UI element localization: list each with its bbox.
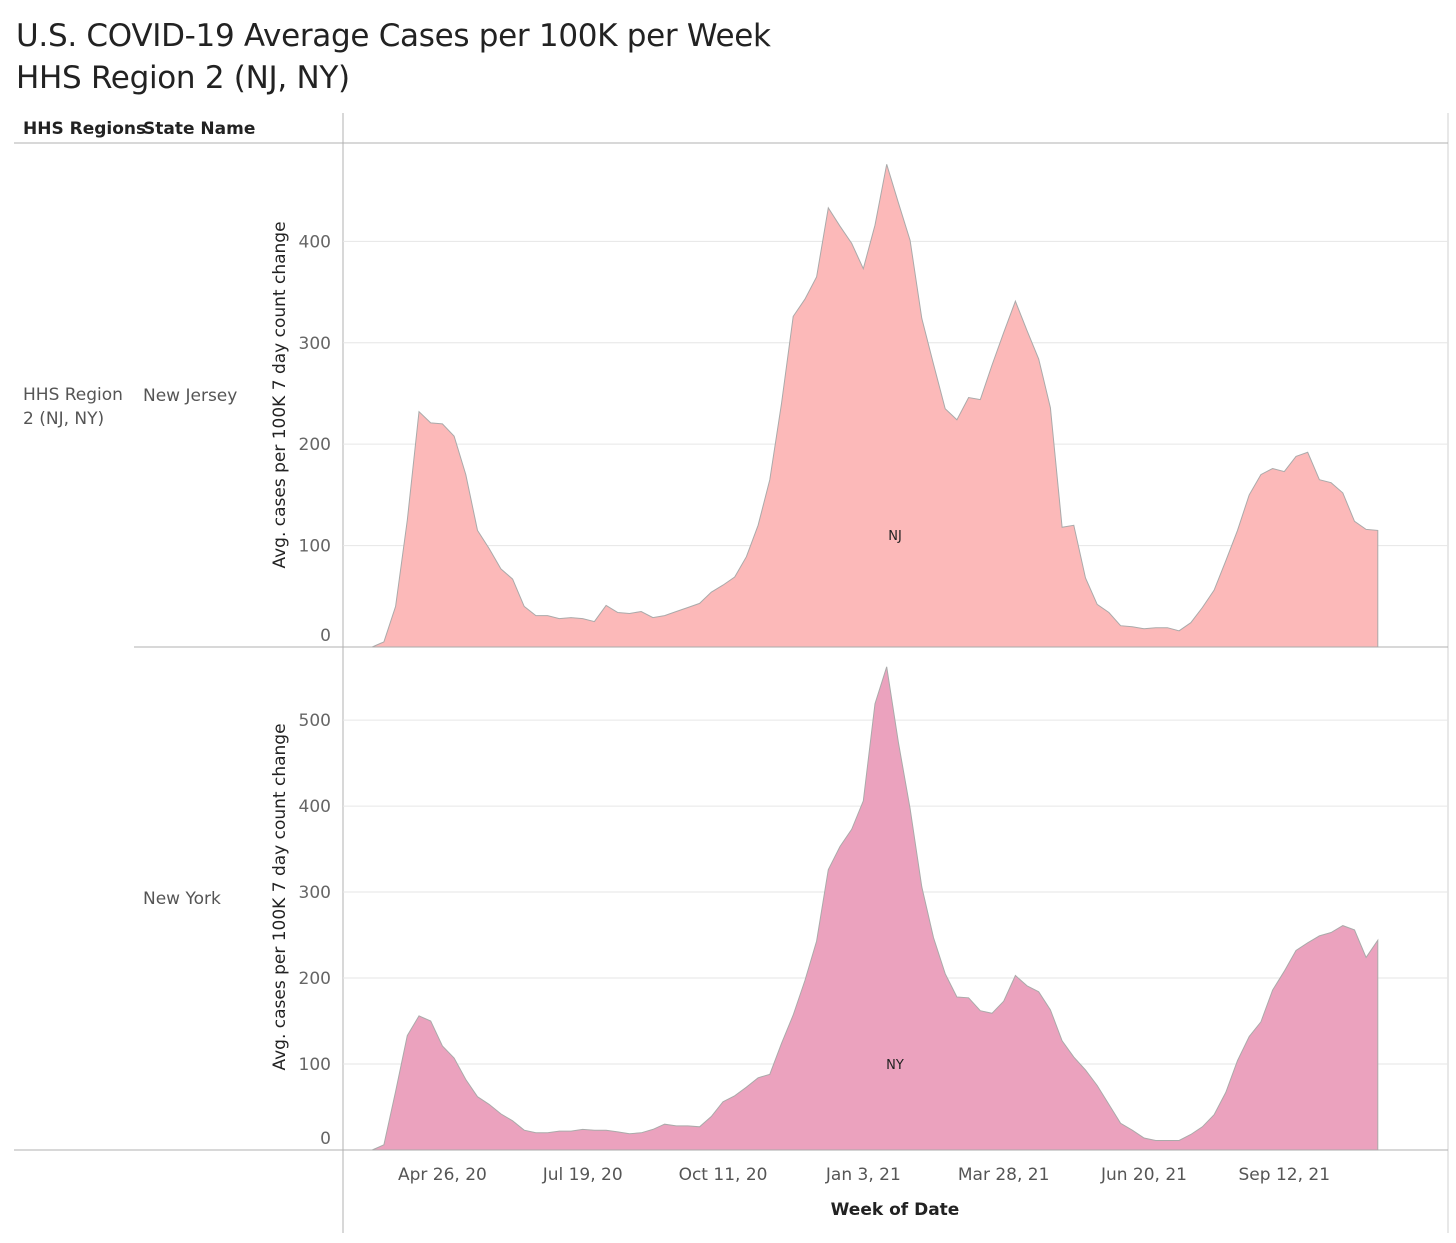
area-ny	[371, 666, 1379, 1151]
y-axis-label-nj: Avg. cases per 100K 7 day count change	[270, 221, 290, 568]
y-tick-label: 400	[299, 232, 331, 252]
x-tick-label: Jul 19, 20	[542, 1165, 623, 1185]
y-axis-label-ny: Avg. cases per 100K 7 day count change	[270, 723, 290, 1070]
x-axis: Apr 26, 20 Jul 19, 20 Oct 11, 20 Jan 3, 21 M…	[398, 1165, 1330, 1185]
x-tick-label: Apr 26, 20	[398, 1165, 487, 1185]
x-tick-label: Oct 11, 20	[679, 1165, 768, 1185]
region-label: HHS Region 2 (NJ, NY)	[23, 385, 123, 429]
y-tick-label: 500	[299, 711, 331, 731]
mark-label-ny: NY	[886, 1058, 904, 1073]
chart-title-line-2: HHS Region 2 (NJ, NY)	[16, 60, 350, 96]
panel-new-jersey: 0 100 200 300 400 NJ	[299, 164, 1448, 648]
area-nj	[372, 164, 1379, 648]
x-axis-title: Week of Date	[831, 1200, 960, 1220]
y-tick-label: 0	[320, 626, 331, 646]
x-tick-label: Sep 12, 21	[1239, 1165, 1331, 1185]
panel-new-york: 0 100 200 300 400 500 NY	[299, 666, 1448, 1151]
y-tick-label: 100	[299, 537, 331, 557]
state-label-new-york: New York	[143, 889, 221, 909]
y-tick-label: 200	[299, 969, 331, 989]
x-tick-label: Jun 20, 21	[1100, 1165, 1187, 1185]
x-tick-label: Jan 3, 21	[825, 1165, 901, 1185]
mark-label-nj: NJ	[888, 529, 902, 544]
y-tick-label: 400	[299, 797, 331, 817]
y-tick-label: 100	[299, 1055, 331, 1075]
x-tick-label: Mar 28, 21	[958, 1165, 1050, 1185]
header-state-name[interactable]: State Name	[143, 119, 256, 139]
state-label-new-jersey: New Jersey	[143, 386, 238, 406]
y-tick-label: 0	[320, 1129, 331, 1149]
y-tick-label: 200	[299, 435, 331, 455]
header-hhs-regions[interactable]: HHS Regions	[23, 119, 147, 139]
y-tick-label: 300	[299, 334, 331, 354]
chart-title-line-1: U.S. COVID-19 Average Cases per 100K per…	[16, 18, 771, 54]
y-tick-label: 300	[299, 883, 331, 903]
